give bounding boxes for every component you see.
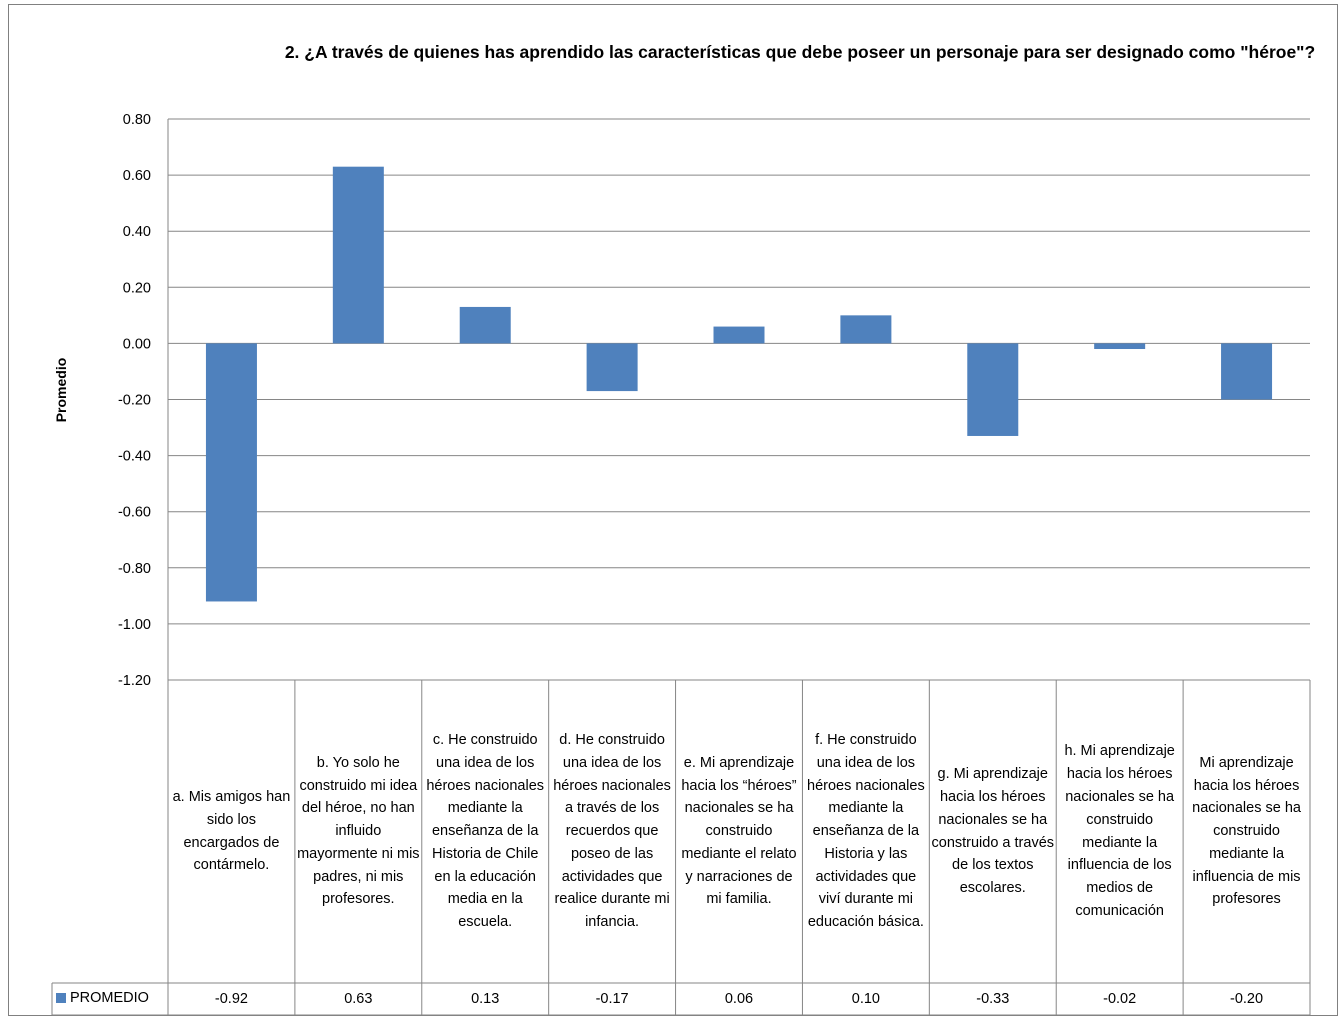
data-table-value: -0.33: [976, 991, 1010, 1007]
y-tick-label: 0.00: [123, 336, 151, 352]
category-label: d. He construido una idea de los héroes …: [553, 731, 671, 931]
y-tick-label: -0.20: [118, 393, 151, 409]
y-tick-label: 0.60: [123, 168, 151, 184]
y-tick-label: -0.60: [118, 505, 151, 521]
category-label: f. He construido una idea de los héroes …: [807, 731, 925, 931]
category-label: Mi aprendizaje hacia los héroes nacional…: [1192, 754, 1301, 908]
bar: [459, 306, 511, 344]
data-table-value: -0.02: [1103, 991, 1137, 1007]
bar: [332, 166, 384, 344]
bar: [205, 343, 257, 602]
category-label: h. Mi aprendizaje hacia los héroes nacio…: [1064, 743, 1175, 919]
data-table-value: 0.63: [344, 991, 373, 1007]
category-label: a. Mis amigos han sido los encargados de…: [172, 788, 291, 874]
bar: [1094, 343, 1146, 350]
data-table-value: -0.17: [595, 991, 629, 1007]
data-table-value: -0.20: [1230, 991, 1264, 1007]
legend: PROMEDIO: [56, 983, 149, 1013]
y-tick-label: -0.40: [118, 449, 151, 465]
data-table-value: 0.10: [851, 991, 880, 1007]
category-label: c. He construido una idea de los héroes …: [426, 731, 545, 931]
y-tick-label: -0.80: [118, 561, 151, 577]
legend-swatch: [56, 993, 66, 1003]
bar: [713, 326, 765, 344]
legend-label: PROMEDIO: [70, 990, 149, 1006]
data-table-value: 0.13: [471, 991, 500, 1007]
category-label: g. Mi aprendizaje hacia los héroes nacio…: [931, 766, 1055, 897]
y-tick-label: -1.00: [118, 617, 151, 633]
data-table-value: 0.06: [724, 991, 754, 1007]
y-tick-label: -1.20: [118, 673, 151, 689]
data-table-value: -0.92: [214, 991, 248, 1007]
y-tick-label: 0.20: [123, 280, 151, 296]
bar: [967, 343, 1019, 436]
category-label: e. Mi aprendizaje hacia los “héroes” nac…: [681, 754, 797, 908]
chart-title: 2. ¿A través de quienes has aprendido la…: [284, 42, 1316, 62]
y-tick-label: 0.40: [123, 224, 151, 240]
y-tick-label: 0.80: [123, 112, 151, 128]
category-label: b. Yo solo he construido mi idea del hér…: [297, 754, 420, 908]
bar: [1221, 343, 1273, 400]
bar: [586, 343, 638, 392]
bar: [840, 315, 892, 344]
